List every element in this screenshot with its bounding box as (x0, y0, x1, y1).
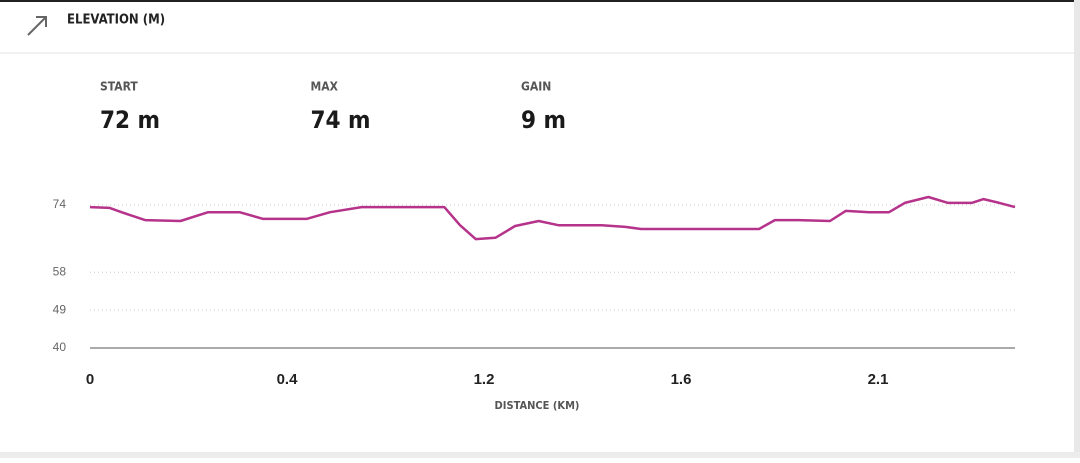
right-edge (1074, 0, 1080, 458)
y-tick-label: 40 (53, 340, 67, 354)
bottom-edge (0, 452, 1080, 458)
y-tick-label: 49 (53, 302, 67, 316)
stat-value: 74 m (311, 106, 371, 134)
x-axis-title: DISTANCE (KM) (495, 399, 580, 412)
header-title: ELEVATION (M) (67, 13, 165, 28)
x-tick-label: 0 (86, 371, 94, 388)
plot: 74 58 49 40 0 0.4 1.2 1.6 2.1 DISTANCE (KM) (53, 195, 1016, 412)
x-tick-label: 1.6 (671, 371, 692, 388)
stat-value: 9 m (521, 106, 566, 134)
stat-label: START (100, 80, 138, 94)
elevation-line (89, 195, 1016, 241)
x-tick-label: 2.1 (868, 371, 889, 388)
stat-label: MAX (311, 80, 339, 94)
stats: START 72 m MAX 74 m GAIN 9 m (100, 80, 566, 135)
y-tick-label: 74 (53, 197, 67, 211)
stat-label: GAIN (521, 80, 551, 94)
x-tick-label: 0.4 (277, 371, 299, 388)
arrow-icon (27, 16, 47, 36)
y-tick-label: 58 (53, 264, 67, 278)
stat-value: 72 m (100, 106, 160, 134)
x-tick-label: 1.2 (474, 371, 495, 388)
